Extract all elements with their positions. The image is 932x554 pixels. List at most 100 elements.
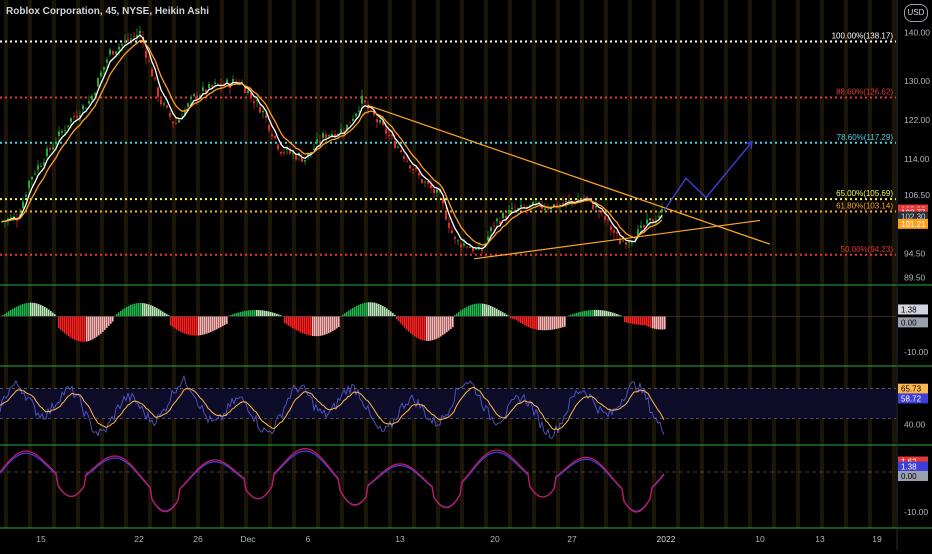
candle-body <box>457 240 459 241</box>
momentum-bar <box>514 316 516 319</box>
momentum-bar <box>132 304 134 316</box>
momentum-bar <box>524 316 526 325</box>
price-label-text: 101.21 <box>901 220 926 229</box>
candle-body <box>94 93 96 95</box>
momentum-bar <box>180 316 182 332</box>
candle-body <box>493 226 495 227</box>
momentum-bar <box>424 316 426 340</box>
momentum-bar <box>472 304 474 316</box>
momentum-bar <box>90 316 92 340</box>
momentum-bar <box>236 313 238 316</box>
candle-body <box>409 166 411 169</box>
momentum-bar <box>178 316 180 330</box>
momentum-bar <box>386 308 388 316</box>
momentum-bar <box>48 310 50 317</box>
momentum-bar <box>118 312 120 316</box>
momentum-bar <box>408 316 410 331</box>
candle-body <box>277 145 279 150</box>
candle-body <box>445 212 447 219</box>
momentum-bar <box>182 316 184 332</box>
session-stripe <box>124 0 128 528</box>
momentum-bar <box>572 314 574 316</box>
price-axis-tick: 114.00 <box>904 154 930 164</box>
candle-body <box>145 51 147 58</box>
momentum-bar <box>638 316 640 324</box>
momentum-bar <box>562 316 564 327</box>
candle-body <box>661 209 663 212</box>
session-stripe <box>244 0 248 528</box>
momentum-bar <box>596 310 598 316</box>
momentum-bar <box>204 316 206 334</box>
momentum-bar <box>186 316 188 334</box>
momentum-bar <box>244 311 246 316</box>
momentum-bar <box>312 316 314 336</box>
momentum-bar <box>462 309 464 316</box>
session-stripes <box>4 0 896 528</box>
momentum-bar <box>328 316 330 333</box>
candle-body <box>607 220 609 221</box>
candle-body <box>349 122 351 123</box>
momentum-bar <box>644 316 646 325</box>
momentum-bar <box>518 316 520 321</box>
momentum-bar <box>70 316 72 337</box>
momentum-bar <box>534 316 536 329</box>
candle-body <box>427 182 429 184</box>
session-stripe <box>484 0 488 528</box>
rsi-label-text: 58.72 <box>901 394 922 403</box>
momentum-bar <box>492 307 494 317</box>
momentum-bar <box>306 316 308 334</box>
candle-body <box>31 177 33 179</box>
momentum-bar <box>350 309 352 316</box>
candle-body <box>628 242 630 243</box>
momentum-bar <box>626 316 628 322</box>
momentum-bar <box>194 316 196 335</box>
momentum-bar <box>232 314 234 316</box>
momentum-bar <box>266 311 268 316</box>
candle-body <box>490 227 492 231</box>
session-stripe <box>700 0 704 528</box>
momentum-bar <box>104 316 106 330</box>
momentum-bar <box>616 314 618 316</box>
momentum-bar <box>176 316 178 329</box>
momentum-bar <box>396 316 398 319</box>
momentum-bar <box>512 316 514 319</box>
momentum-bar <box>530 316 532 328</box>
momentum-bar <box>196 316 198 335</box>
candle-body <box>103 67 105 70</box>
session-stripe <box>748 0 752 528</box>
candle-body <box>625 242 627 244</box>
momentum-bar <box>38 304 40 316</box>
momentum-bar <box>294 316 296 329</box>
momentum-bar <box>270 312 272 316</box>
momentum-bar <box>200 316 202 335</box>
candle-body <box>340 129 342 132</box>
momentum-bar <box>146 304 148 317</box>
candle-body <box>28 181 30 188</box>
momentum-bar <box>166 314 168 316</box>
momentum-bar <box>310 316 312 335</box>
candle-body <box>502 213 504 218</box>
momentum-bar <box>502 312 504 316</box>
session-stripe <box>844 0 848 528</box>
momentum-bar <box>58 316 60 328</box>
momentum-bar <box>40 305 42 316</box>
momentum-bar <box>296 316 298 330</box>
session-stripe <box>652 0 656 528</box>
candle-body <box>547 208 549 209</box>
momentum-bar <box>538 316 540 330</box>
momentum-bar <box>300 316 302 332</box>
momentum-bar <box>578 312 580 316</box>
momentum-bar <box>80 316 82 341</box>
momentum-bar <box>506 315 508 317</box>
momentum-bar <box>52 313 54 317</box>
momentum-bar <box>336 316 338 328</box>
currency-badge[interactable]: USD <box>904 4 928 22</box>
momentum-bar <box>238 312 240 316</box>
momentum-bar <box>160 310 162 316</box>
candle-body <box>217 84 219 85</box>
candle-body <box>112 51 114 55</box>
candle-body <box>421 179 423 183</box>
momentum-bar <box>406 316 408 329</box>
